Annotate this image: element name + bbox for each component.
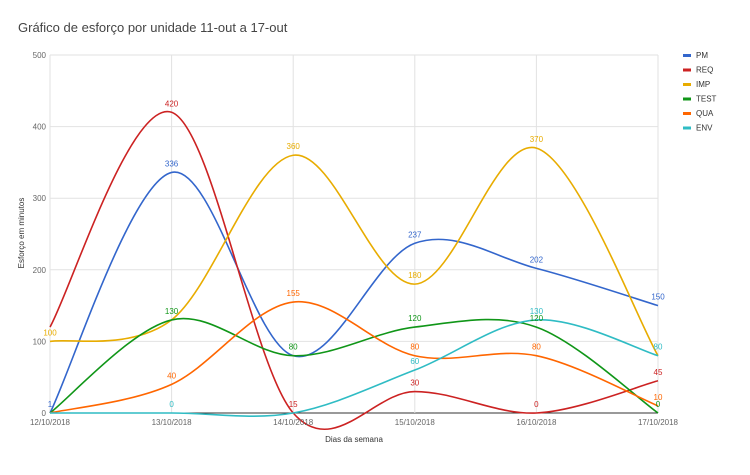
y-tick-label: 100	[33, 337, 47, 346]
data-label-req: 15	[289, 400, 298, 409]
series-line-pm	[49, 171, 659, 414]
data-label-env: 80	[654, 343, 663, 352]
y-tick-label: 0	[42, 409, 47, 418]
legend-swatch-pm	[683, 54, 691, 57]
data-label-req: 420	[165, 99, 179, 108]
legend-swatch-imp	[683, 83, 691, 86]
data-label-test: 120	[530, 314, 544, 323]
data-label-test: 0	[656, 400, 661, 409]
data-label-req: 45	[654, 368, 663, 377]
data-label-imp: 360	[287, 142, 301, 151]
y-tick-label: 500	[33, 51, 47, 60]
data-label-qua: 80	[532, 343, 541, 352]
data-label-qua: 40	[167, 371, 176, 380]
series-lines	[49, 111, 659, 430]
data-labels: 1336237202150420153004510036018037013080…	[43, 99, 665, 409]
data-label-qua: 80	[410, 343, 419, 352]
legend: PM REQ IMP TEST QUA ENV	[683, 51, 717, 133]
legend-label-test: TEST	[696, 95, 717, 104]
data-label-env: 0	[169, 400, 174, 409]
legend-label-env: ENV	[696, 124, 713, 133]
data-label-env: 130	[530, 307, 544, 316]
legend-swatch-qua	[683, 112, 691, 115]
data-label-imp: 370	[530, 135, 544, 144]
legend-label-pm: PM	[696, 51, 708, 60]
x-axis-title: Dias da semana	[325, 435, 383, 444]
series-line-req	[49, 111, 659, 430]
data-label-imp: 100	[43, 328, 57, 337]
series-line-qua	[49, 301, 659, 414]
y-tick-label: 300	[33, 194, 47, 203]
data-label-qua: 10	[654, 393, 663, 402]
data-label-test: 80	[289, 343, 298, 352]
legend-swatch-req	[683, 68, 691, 72]
data-label-imp: 180	[408, 271, 422, 280]
legend-label-qua: QUA	[696, 109, 714, 118]
legend-label-req: REQ	[696, 66, 713, 75]
legend-swatch-test	[683, 97, 691, 101]
legend-label-imp: IMP	[696, 80, 710, 89]
data-label-pm: 150	[651, 293, 665, 302]
grid	[49, 54, 659, 414]
data-label-qua: 155	[287, 289, 301, 298]
x-tick-label: 13/10/2018	[152, 418, 193, 427]
chart-title: Gráfico de esforço por unidade 11-out a …	[18, 20, 288, 35]
series-line-env	[49, 319, 659, 417]
data-label-test: 130	[165, 307, 179, 316]
data-label-pm: 237	[408, 230, 422, 239]
data-label-env: 60	[410, 357, 419, 366]
y-tick-label: 200	[33, 266, 47, 275]
x-tick-label: 17/10/2018	[638, 418, 679, 427]
data-label-test: 120	[408, 314, 422, 323]
x-tick-label: 14/10/2018	[273, 418, 314, 427]
data-label-pm: 202	[530, 255, 544, 264]
x-tick-label: 12/10/2018	[30, 418, 71, 427]
legend-swatch-env	[683, 126, 691, 130]
series-line-test	[49, 317, 659, 414]
data-label-req: 30	[410, 379, 419, 388]
y-axis-title: Esforço em minutos	[17, 198, 26, 269]
x-tick-label: 16/10/2018	[516, 418, 557, 427]
data-label-req: 0	[534, 400, 539, 409]
data-label-pm: 336	[165, 159, 179, 168]
x-tick-label: 15/10/2018	[395, 418, 436, 427]
y-tick-label: 400	[33, 123, 47, 132]
data-label-pm: 1	[48, 400, 53, 409]
